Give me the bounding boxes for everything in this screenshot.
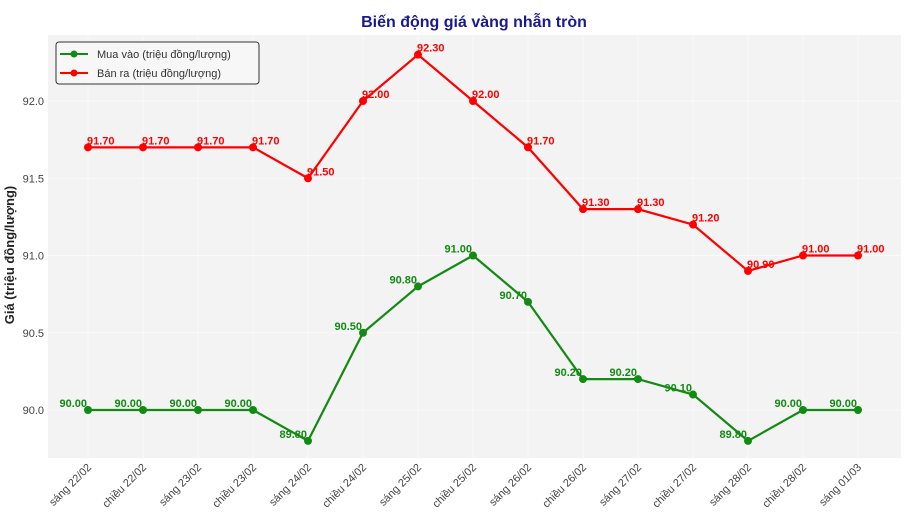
data-point xyxy=(84,143,92,152)
data-label: 91.20 xyxy=(692,213,720,225)
data-point xyxy=(524,143,532,152)
legend: Mua vào (triệu đồng/lượng) Bán ra (triệu… xyxy=(55,41,260,85)
y-tick-label: 90.0 xyxy=(23,405,44,417)
x-tick-label: chiều 22/02 xyxy=(100,462,149,511)
data-label: 92.00 xyxy=(472,89,500,101)
data-point xyxy=(744,266,752,275)
data-point xyxy=(634,205,642,214)
data-label: 90.00 xyxy=(829,398,857,410)
x-tick-label: chiều 24/02 xyxy=(320,462,369,511)
data-point xyxy=(524,297,532,306)
x-tick-label: sáng 23/02 xyxy=(157,462,204,509)
data-point xyxy=(579,205,587,214)
data-point xyxy=(799,251,807,260)
data-label: 91.50 xyxy=(307,166,335,178)
data-label: 90.50 xyxy=(334,321,362,333)
y-tick-label: 91.0 xyxy=(23,251,44,263)
data-label: 91.70 xyxy=(197,135,225,147)
data-label: 90.00 xyxy=(774,398,802,410)
data-label: 90.10 xyxy=(664,383,692,395)
x-tick-label: sáng 28/02 xyxy=(707,462,754,509)
data-point xyxy=(249,406,257,414)
data-label: 91.70 xyxy=(142,135,170,147)
data-point xyxy=(139,406,147,414)
data-label: 89.80 xyxy=(279,429,307,441)
data-point xyxy=(249,143,257,152)
data-label: 90.90 xyxy=(747,259,775,271)
data-label: 91.00 xyxy=(444,244,472,256)
data-point xyxy=(634,375,642,384)
y-tick-label: 91.5 xyxy=(23,173,44,185)
data-point xyxy=(799,406,807,414)
data-label: 92.00 xyxy=(362,89,390,101)
data-point xyxy=(689,390,697,399)
data-label: 90.20 xyxy=(554,367,582,379)
data-point xyxy=(139,143,147,152)
y-tick-label: 90.5 xyxy=(23,328,44,340)
data-label: 90.00 xyxy=(114,398,142,410)
data-point xyxy=(414,50,422,59)
y-axis-label: Giá (triệu đồng/lượng) xyxy=(2,186,17,325)
data-label: 91.30 xyxy=(582,197,610,209)
data-label: 91.70 xyxy=(527,135,555,147)
x-tick-label: chiều 26/02 xyxy=(540,462,589,511)
x-tick-label: chiều 28/02 xyxy=(760,462,809,511)
data-point xyxy=(194,143,202,152)
legend-marker-sell xyxy=(70,69,78,77)
data-label: 90.20 xyxy=(609,367,637,379)
data-point xyxy=(689,220,697,229)
data-label: 90.00 xyxy=(59,398,87,410)
data-point xyxy=(84,406,92,414)
x-tick-label: sáng 26/02 xyxy=(487,462,534,509)
data-point xyxy=(304,436,312,445)
data-label: 90.80 xyxy=(389,274,417,286)
data-point xyxy=(194,406,202,414)
plot-area xyxy=(48,35,901,458)
legend-sell: Bán ra (triệu đồng/lượng) xyxy=(97,68,221,80)
data-point xyxy=(854,251,862,260)
data-point xyxy=(744,436,752,445)
x-tick-label: chiều 27/02 xyxy=(650,462,699,511)
data-label: 91.00 xyxy=(802,244,830,256)
data-point xyxy=(854,406,862,414)
data-point xyxy=(304,174,312,183)
data-point xyxy=(579,375,587,384)
x-tick-label: sáng 22/02 xyxy=(47,462,94,509)
data-label: 91.30 xyxy=(637,197,665,209)
data-point xyxy=(359,328,367,337)
data-point xyxy=(414,282,422,291)
x-tick-label: sáng 24/02 xyxy=(267,462,314,509)
y-tick-label: 92.0 xyxy=(23,96,44,108)
chart-title: Biến động giá vàng nhẫn tròn xyxy=(361,12,587,31)
data-point xyxy=(359,97,367,105)
legend-buy: Mua vào (triệu đồng/lượng) xyxy=(97,49,231,61)
data-label: 91.70 xyxy=(87,135,115,147)
data-label: 90.00 xyxy=(169,398,197,410)
x-tick-label: sáng 25/02 xyxy=(377,462,424,509)
data-point xyxy=(469,97,477,105)
x-tick-label: sáng 01/03 xyxy=(817,462,864,509)
data-label: 89.80 xyxy=(719,429,747,441)
data-label: 91.70 xyxy=(252,135,280,147)
x-tick-label: chiều 23/02 xyxy=(210,462,259,511)
data-point xyxy=(469,251,477,260)
data-label: 90.70 xyxy=(499,290,527,302)
data-label: 90.00 xyxy=(224,398,252,410)
x-tick-label: sáng 27/02 xyxy=(597,462,644,509)
legend-marker-buy xyxy=(70,50,78,58)
x-tick-label: chiều 25/02 xyxy=(430,462,479,511)
data-label: 92.30 xyxy=(417,43,445,55)
data-label: 91.00 xyxy=(857,244,885,256)
